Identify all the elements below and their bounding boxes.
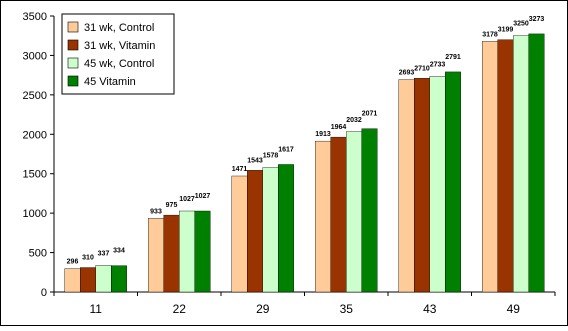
y-tick-label: 1500 (23, 169, 47, 181)
data-label: 3273 (529, 16, 545, 23)
legend-swatch (67, 57, 79, 69)
data-label: 2071 (362, 111, 378, 118)
bar (445, 71, 461, 293)
data-label: 1913 (315, 131, 331, 138)
bar (278, 164, 294, 293)
legend-label: 45 wk, Control (84, 58, 154, 70)
data-label: 334 (113, 248, 125, 255)
bar (482, 41, 498, 293)
data-label: 2693 (399, 70, 415, 77)
x-tick-label: 43 (423, 302, 437, 316)
bar (262, 167, 279, 293)
bar (194, 210, 211, 293)
legend-swatch (67, 21, 79, 33)
x-tick-label: 11 (90, 302, 103, 316)
x-tick-label: 22 (173, 302, 187, 316)
x-tick-label: 29 (256, 302, 270, 316)
y-tick-label: 1000 (23, 208, 47, 220)
bar (361, 128, 378, 293)
data-label: 2733 (430, 61, 446, 68)
bar (148, 218, 164, 293)
legend-swatch (67, 75, 79, 87)
data-label: 2032 (346, 117, 362, 124)
data-label: 337 (98, 250, 110, 257)
bar (513, 35, 529, 293)
legend-label: 31 wk, Control (84, 22, 154, 34)
x-tick-label: 35 (340, 302, 354, 316)
data-label: 2710 (414, 65, 430, 72)
data-label: 1471 (232, 166, 248, 173)
data-label: 975 (166, 202, 178, 209)
bar (247, 170, 263, 293)
bar (398, 79, 415, 293)
y-tick-label: 3000 (23, 50, 47, 62)
y-tick-label: 500 (29, 248, 47, 260)
bar (80, 267, 96, 293)
data-label: 3250 (513, 21, 529, 28)
legend: 31 wk, Control 31 wk, Vitamin 45 wk, Contr… (61, 13, 175, 95)
x-tick-label: 49 (507, 302, 521, 316)
bar (414, 78, 430, 293)
y-tick-label: 3500 (23, 11, 47, 23)
bars (64, 33, 545, 293)
data-label: 1617 (278, 146, 294, 153)
data-label: 1027 (179, 196, 195, 203)
data-label: 2791 (445, 54, 461, 61)
legend-label: 45 Vitamin (84, 76, 136, 88)
bar (231, 175, 248, 293)
legend-label: 31 wk, Vitamin (84, 40, 155, 52)
data-label: 933 (150, 208, 162, 215)
data-label: 1543 (247, 157, 263, 164)
data-label: 3178 (482, 31, 498, 38)
data-label: 1027 (195, 193, 211, 200)
data-label: 296 (67, 259, 79, 266)
data-label: 1964 (331, 124, 347, 131)
data-label: 1578 (263, 153, 279, 160)
bar (528, 33, 545, 293)
bar (163, 214, 180, 293)
bar (64, 268, 81, 293)
legend-swatch (67, 39, 79, 51)
x-axis: 11 22 29 35 43 49 (53, 291, 556, 316)
legend-box (61, 13, 175, 95)
y-tick-label: 2500 (23, 90, 47, 102)
bar (346, 131, 362, 293)
bar (111, 265, 127, 293)
bar (429, 76, 446, 293)
data-label: 3199 (498, 27, 514, 34)
y-tick-label: 2000 (23, 129, 47, 141)
data-label: 310 (82, 255, 94, 262)
bar (497, 39, 514, 293)
y-axis: 0 500 1000 1500 2000 2500 3000 3500 (23, 11, 55, 299)
bar (95, 265, 112, 293)
bar (179, 210, 195, 293)
y-tick-label: 0 (41, 287, 47, 299)
bar (315, 140, 331, 293)
bar (330, 136, 347, 293)
